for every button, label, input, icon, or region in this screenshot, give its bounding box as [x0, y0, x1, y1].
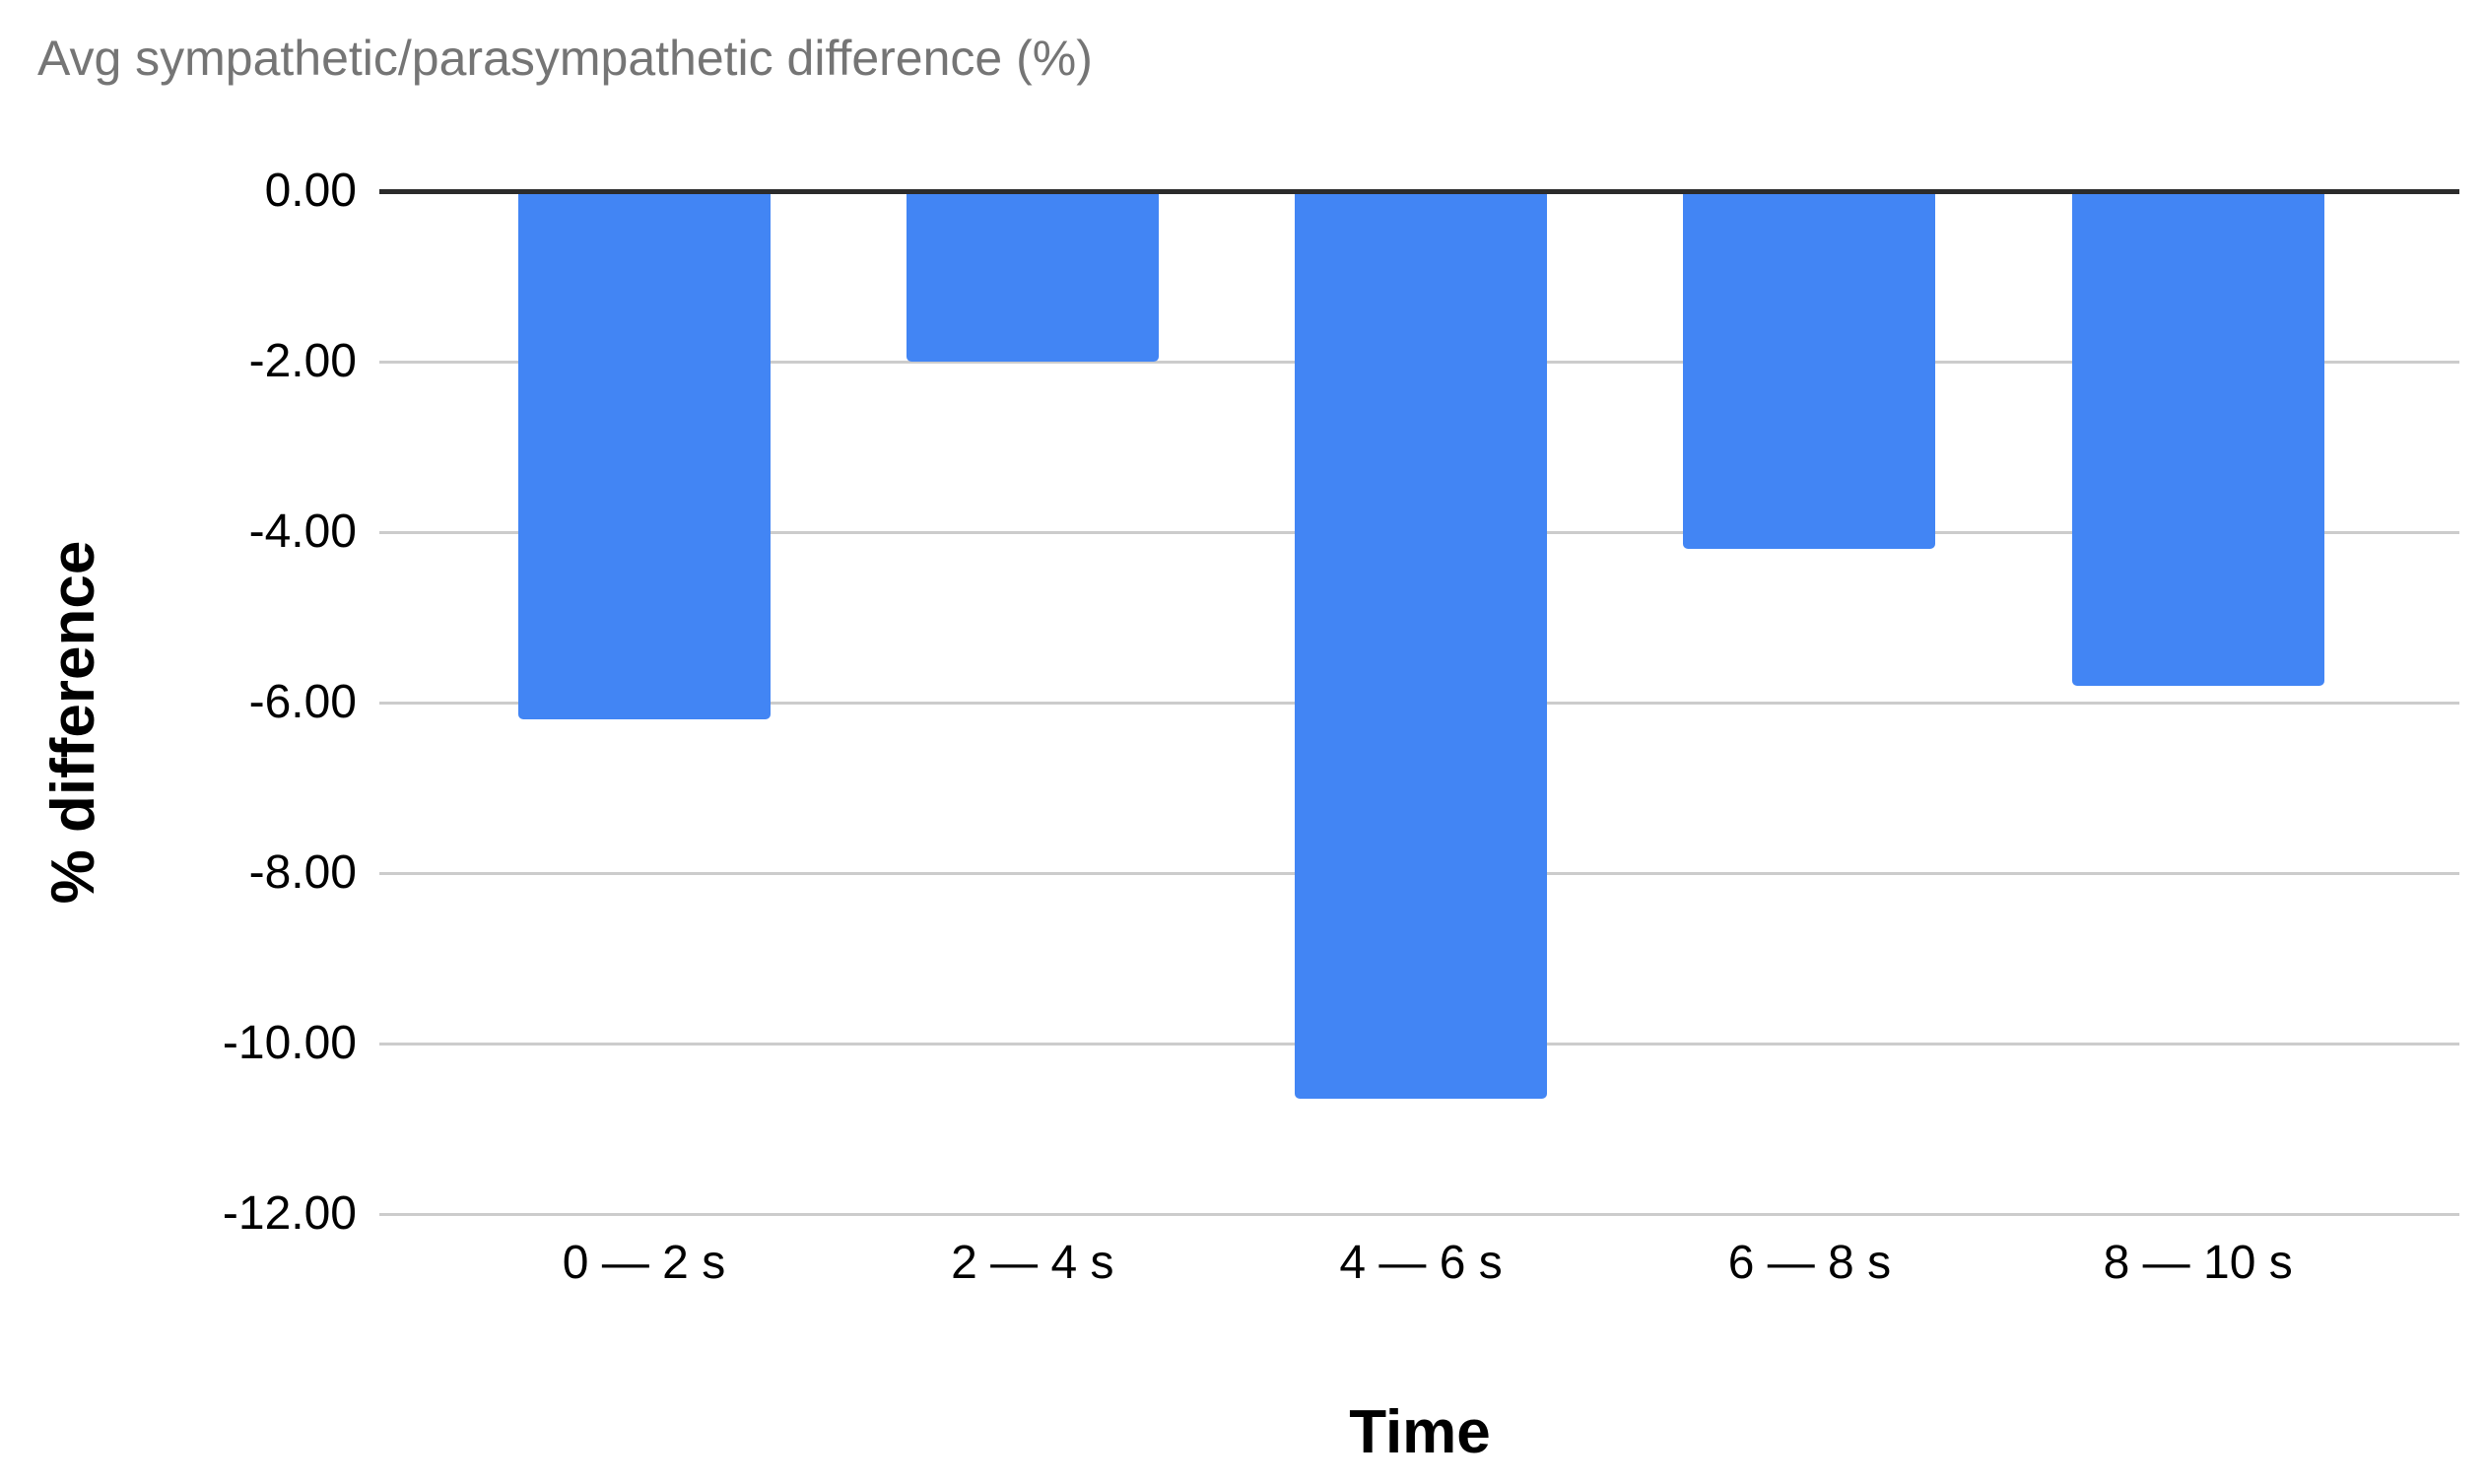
bar-68s [1683, 191, 1936, 550]
x-axis-title: Time [1349, 1398, 1491, 1466]
x-tick-label: 2 — 4 s [951, 1237, 1114, 1289]
x-tick-label: 4 — 6 s [1339, 1237, 1503, 1289]
x-axis-zero-line [379, 188, 2459, 194]
y-tick-label: -8.00 [248, 846, 357, 899]
y-tick-label: -2.00 [248, 335, 357, 387]
y-tick-label: -6.00 [248, 676, 357, 728]
y-tick-label: -10.00 [222, 1017, 357, 1069]
x-tick-label: 0 — 2 s [562, 1237, 726, 1289]
bar-02s [517, 191, 771, 720]
x-tick-label: 6 — 8 s [1727, 1237, 1892, 1289]
bar-46s [1295, 191, 1548, 1100]
y-tick-label: 0.00 [264, 165, 357, 217]
y-tick-label: -12.00 [222, 1187, 357, 1240]
y-tick-label: -4.00 [248, 506, 357, 558]
y-axis-title: % difference [39, 540, 107, 905]
chart-title: Avg sympathetic/parasympathetic differen… [37, 31, 1093, 86]
bar-810s [2071, 191, 2324, 686]
gridline [379, 1212, 2459, 1216]
bar-24s [906, 191, 1159, 362]
x-tick-label: 8 — 10 s [2103, 1237, 2293, 1289]
